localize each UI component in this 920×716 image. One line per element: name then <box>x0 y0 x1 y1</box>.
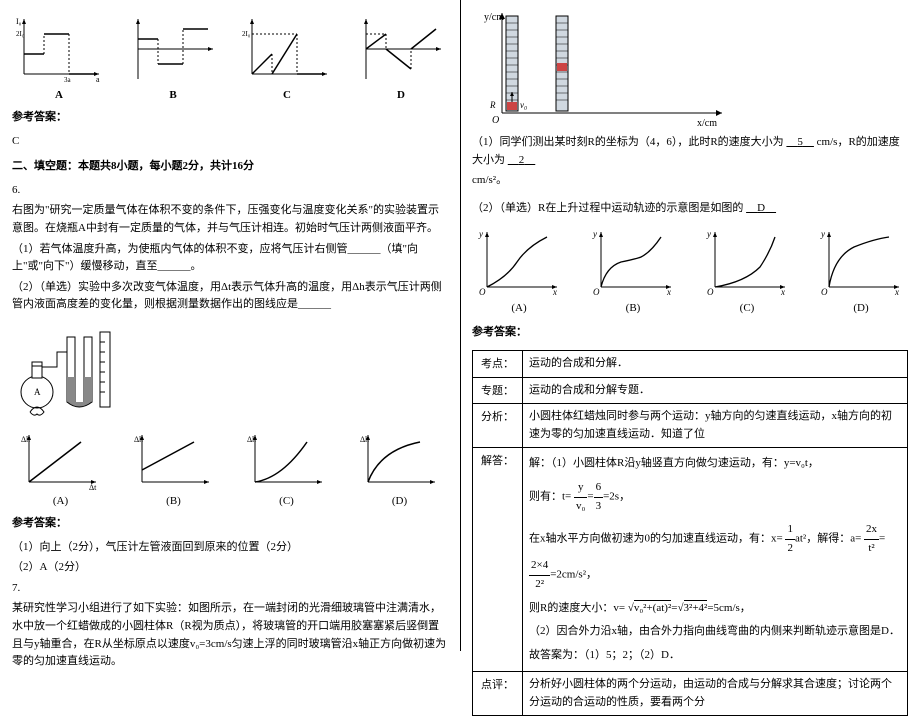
slabel-b: (B) <box>134 495 214 507</box>
svg-text:I₀: I₀ <box>16 17 22 26</box>
small-graph-b: Δh (B) <box>134 430 214 507</box>
cell-dianping-text: 分析好小圆柱体的两个分运动，由运动的合成与分解求其合速度；讨论两个分运动的合运动… <box>523 672 907 715</box>
q7-number: 7. <box>12 580 448 598</box>
cell-kaodian-text: 运动的合成和分解． <box>523 351 907 377</box>
cell-jieda-label: 解答： <box>473 448 523 671</box>
solution-table: 考点： 运动的合成和分解． 专题： 运动的合成和分解专题． 分析： 小圆柱体红蜡… <box>472 350 908 716</box>
svg-text:A: A <box>34 387 41 397</box>
cell-kaodian-label: 考点： <box>473 351 523 377</box>
svg-text:Δh: Δh <box>247 435 256 444</box>
curve-a: y x O (A) <box>477 227 562 314</box>
small-graph-d: Δh (D) <box>360 430 440 507</box>
y-axis-label: y/cm <box>484 12 504 23</box>
svg-text:Δt: Δt <box>89 483 97 490</box>
slabel-a: (A) <box>21 495 101 507</box>
label-a: A <box>14 89 104 101</box>
svg-text:O: O <box>593 287 600 297</box>
q6-text-1: 右图为"研究一定质量气体在体积不变的条件下，压强变化与温度变化关系"的实验装置示… <box>12 202 448 237</box>
svg-text:Δh: Δh <box>360 435 369 444</box>
svg-text:y: y <box>592 229 597 239</box>
small-graph-c: Δh (C) <box>247 430 327 507</box>
svg-text:a: a <box>96 75 100 84</box>
svg-text:O: O <box>479 287 486 297</box>
ref-answer-label: 参考答案： <box>12 109 448 127</box>
svg-text:x: x <box>894 287 899 297</box>
label-b: B <box>128 89 218 101</box>
table-row-kaodian: 考点： 运动的合成和分解． <box>473 351 907 378</box>
small-graph-a: Δh Δt (A) <box>21 430 101 507</box>
graph-c: 2I₀ C <box>242 14 332 101</box>
svg-text:y: y <box>820 229 825 239</box>
right-ref-label: 参考答案： <box>472 324 908 342</box>
right-q2: （2）（单选）R在上升过程中运动轨迹的示意图是如图的 D <box>472 200 908 218</box>
apparatus-diagram: A <box>12 322 448 422</box>
cell-fenxi-text: 小圆柱体红蜡烛同时参与两个运动：y轴方向的匀速直线运动，x轴方向的初速为零的匀加… <box>523 404 907 447</box>
label-c: C <box>242 89 332 101</box>
section-2-heading: 二、填空题：本题共8小题，每小题2分，共计16分 <box>12 158 448 176</box>
cell-fenxi-label: 分析： <box>473 404 523 447</box>
clabel-c: (C) <box>705 302 790 314</box>
svg-text:x: x <box>552 287 557 297</box>
right-q1-unit2: cm/s²。 <box>472 172 908 190</box>
slabel-c: (C) <box>247 495 327 507</box>
q6-ans-1: （1）向上（2分），气压计左管液面回到原来的位置（2分） <box>12 539 448 557</box>
right-q1: （1）同学们测出某时刻R的坐标为（4，6），此时R的速度大小为 5 cm/s，R… <box>472 134 908 169</box>
table-row-fenxi: 分析： 小圆柱体红蜡烛同时参与两个运动：y轴方向的匀速直线运动，x轴方向的初速为… <box>473 404 907 448</box>
svg-text:y: y <box>478 229 483 239</box>
svg-text:v₀: v₀ <box>520 100 527 110</box>
tube-diagram: y/cm x/cm O R v₀ <box>472 8 908 131</box>
svg-text:x: x <box>780 287 785 297</box>
cell-zhuanti-label: 专题： <box>473 378 523 404</box>
curve-d: y x O (D) <box>819 227 904 314</box>
svg-text:R: R <box>489 100 496 110</box>
table-row-zhuanti: 专题： 运动的合成和分解专题． <box>473 378 907 405</box>
q6-ref-label: 参考答案： <box>12 515 448 533</box>
q1-blank-1: 5 <box>786 136 814 148</box>
graph-d: D <box>356 14 446 101</box>
svg-text:2I₀: 2I₀ <box>242 30 251 38</box>
x-axis-label: x/cm <box>697 118 717 128</box>
clabel-d: (D) <box>819 302 904 314</box>
q6-text-2: （1）若气体温度升高，为使瓶内气体的体积不变，应将气压计右侧管______（填"… <box>12 241 448 276</box>
small-graph-row: Δh Δt (A) Δh (B) Δh <box>12 430 448 507</box>
right-column: y/cm x/cm O R v₀ <box>460 0 920 651</box>
clabel-a: (A) <box>477 302 562 314</box>
svg-text:y: y <box>706 229 711 239</box>
q6-text-3: （2）（单选）实验中多次改变气体温度，用Δt表示气体升高的温度，用Δh表示气压计… <box>12 279 448 314</box>
q6-ans-2: （2）A（2分） <box>12 559 448 577</box>
table-row-dianping: 点评： 分析好小圆柱体的两个分运动，由运动的合成与分解求其合速度；讨论两个分运动… <box>473 672 907 715</box>
graph-a: I₀ a 2I₀ 3a A <box>14 14 104 101</box>
svg-text:Δh: Δh <box>21 435 30 444</box>
curve-c: y x O (C) <box>705 227 790 314</box>
svg-text:3a: 3a <box>64 76 72 84</box>
curve-b: y x O (B) <box>591 227 676 314</box>
curve-options-row: y x O (A) y x O (B) <box>472 227 908 314</box>
ref-answer-c: C <box>12 133 448 151</box>
graph-b: B <box>128 14 218 101</box>
svg-text:O: O <box>492 115 499 126</box>
slabel-d: (D) <box>360 495 440 507</box>
svg-text:Δh: Δh <box>134 435 143 444</box>
graph-options-row: I₀ a 2I₀ 3a A <box>12 14 448 101</box>
q6-number: 6. <box>12 182 448 200</box>
table-row-jieda: 解答： 解：（1）小圆柱体R沿y轴竖直方向做匀速运动，有：y=v₀t， 则有：t… <box>473 448 907 672</box>
svg-text:O: O <box>707 287 714 297</box>
clabel-b: (B) <box>591 302 676 314</box>
q7-text: 某研究性学习小组进行了如下实验：如图所示，在一端封闭的光滑细玻璃管中注满清水，水… <box>12 600 448 670</box>
cell-jieda-text: 解：（1）小圆柱体R沿y轴竖直方向做匀速运动，有：y=v₀t， 则有：t= yv… <box>523 448 907 671</box>
svg-text:2I₀: 2I₀ <box>16 30 25 38</box>
q1-blank-2: 2 <box>508 154 536 166</box>
cell-dianping-label: 点评： <box>473 672 523 715</box>
svg-text:x: x <box>666 287 671 297</box>
label-d: D <box>356 89 446 101</box>
svg-text:O: O <box>821 287 828 297</box>
cell-zhuanti-text: 运动的合成和分解专题． <box>523 378 907 404</box>
left-column: I₀ a 2I₀ 3a A <box>0 0 460 651</box>
q2-blank: D <box>746 202 776 214</box>
